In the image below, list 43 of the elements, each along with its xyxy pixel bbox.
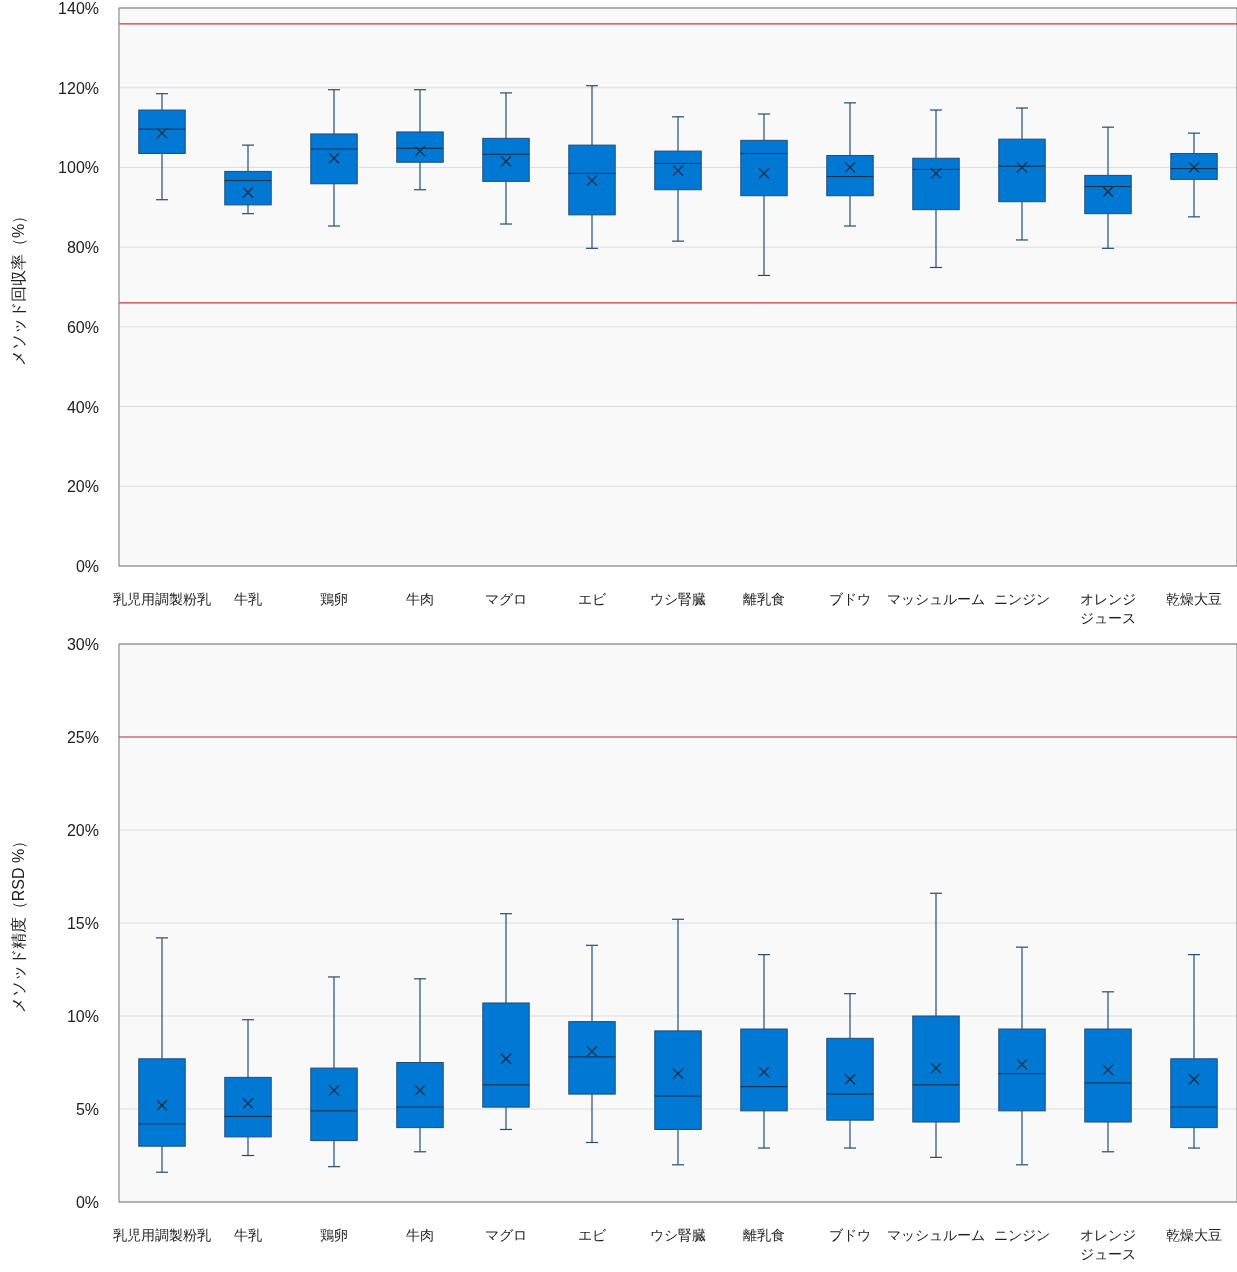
y-tick-label: 15% bbox=[66, 915, 99, 932]
y-axis-title: メソッド回収率（%） bbox=[10, 207, 27, 367]
x-tick-label: エビ bbox=[578, 591, 607, 607]
x-tick-label: ブドウ bbox=[829, 1227, 871, 1243]
x-tick-label: ニンジン bbox=[994, 1227, 1050, 1243]
x-tick-label: オレンジジュース bbox=[1080, 1227, 1136, 1262]
y-tick-label: 120% bbox=[58, 79, 99, 97]
x-tick-label: 牛乳 bbox=[234, 1227, 262, 1243]
x-tick-label: 離乳食 bbox=[743, 1227, 785, 1243]
x-tick-label: 乾燥大豆 bbox=[1166, 1227, 1222, 1243]
x-tick-label: 牛肉 bbox=[406, 591, 434, 607]
x-tick-label: マグロ bbox=[485, 1227, 527, 1243]
x-tick-label: マグロ bbox=[485, 591, 527, 607]
x-tick-label: ウシ腎臓 bbox=[650, 1227, 706, 1243]
x-tick-label: エビ bbox=[578, 1227, 607, 1243]
y-tick-label: 40% bbox=[66, 398, 99, 416]
y-tick-label: 30% bbox=[66, 636, 99, 653]
y-tick-label: 100% bbox=[58, 159, 99, 177]
x-tick-label: 乳児用調製粉乳 bbox=[113, 1227, 211, 1243]
y-tick-label: 20% bbox=[66, 822, 99, 839]
x-tick-label: ニンジン bbox=[994, 591, 1050, 607]
x-tick-label: マッシュルーム bbox=[887, 1227, 985, 1243]
y-tick-label: 25% bbox=[66, 729, 99, 746]
x-tick-label: 牛乳 bbox=[234, 591, 262, 607]
x-tick-label: 乾燥大豆 bbox=[1166, 591, 1222, 607]
y-tick-label: 10% bbox=[66, 1008, 99, 1025]
y-tick-label: 140% bbox=[58, 0, 99, 17]
x-tick-label: 乳児用調製粉乳 bbox=[113, 591, 211, 607]
x-tick-label: 離乳食 bbox=[743, 591, 785, 607]
x-tick-label: 牛肉 bbox=[406, 1227, 434, 1243]
x-tick-label: オレンジジュース bbox=[1080, 591, 1136, 626]
y-tick-label: 20% bbox=[66, 478, 99, 496]
y-tick-label: 80% bbox=[66, 239, 99, 257]
x-tick-label: ウシ腎臓 bbox=[650, 591, 706, 607]
y-tick-label: 0% bbox=[75, 558, 99, 575]
y-tick-label: 0% bbox=[75, 1194, 99, 1211]
x-tick-label: 鶏卵 bbox=[320, 591, 348, 607]
y-tick-label: 5% bbox=[75, 1101, 99, 1118]
y-axis-title: メソッド精度（RSD %） bbox=[10, 832, 27, 1014]
x-tick-label: マッシュルーム bbox=[887, 591, 985, 607]
x-tick-label: 鶏卵 bbox=[320, 1227, 348, 1243]
y-tick-label: 60% bbox=[66, 318, 99, 336]
x-tick-label: ブドウ bbox=[829, 591, 871, 607]
